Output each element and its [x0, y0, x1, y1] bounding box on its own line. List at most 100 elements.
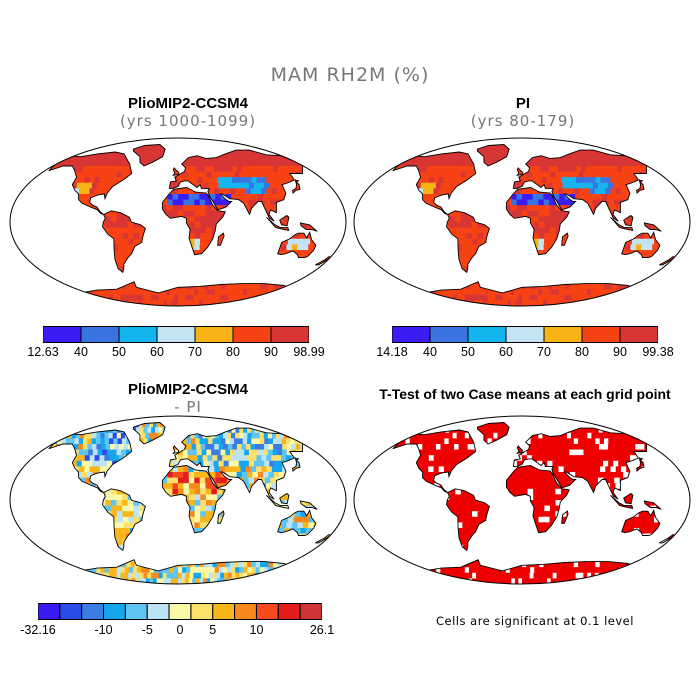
colorbar-tick-label: 70 — [537, 345, 551, 359]
colorbar-tick-label: 12.63 — [27, 345, 59, 359]
colorbar-tick-label: 80 — [575, 345, 589, 359]
colorbar-tick-label: -32.16 — [20, 623, 56, 637]
coastline-newguinea — [299, 222, 318, 232]
coastline-madagascar — [561, 510, 569, 524]
map-border — [353, 137, 691, 307]
colorbar-box — [619, 326, 658, 343]
coastline-uk — [516, 445, 524, 454]
colorbar-box — [234, 603, 257, 620]
colorbar-box — [277, 603, 301, 620]
colorbar-box — [156, 326, 196, 343]
panel-title-top-right: PI — [515, 95, 531, 112]
colorbar-box — [232, 326, 272, 343]
colorbar-tick-label: 40 — [423, 345, 437, 359]
coastline-borneo — [623, 214, 634, 227]
colorbar-box — [581, 326, 621, 343]
coastline-namerica — [392, 429, 477, 493]
colorbar-tick-label: 26.1 — [309, 623, 335, 637]
map-bottom-right — [353, 415, 691, 585]
coastline-namerica — [48, 151, 133, 215]
coastline-greenland — [132, 422, 166, 445]
coastline-indonesia — [610, 494, 634, 509]
colorbar-box — [299, 603, 322, 620]
colorbar-tick-label: 70 — [188, 345, 202, 359]
colorbar-tick-label: 5 — [209, 623, 217, 637]
coastline-greenland — [132, 144, 166, 167]
colorbar-bottom-left — [38, 603, 322, 620]
coastline-eurasia — [168, 427, 311, 500]
map-border — [353, 415, 691, 585]
coastline-uk — [516, 167, 524, 176]
coastline-japan — [292, 457, 301, 473]
colorbar-box — [429, 326, 469, 343]
colorbar-tick-label: 60 — [499, 345, 513, 359]
colorbar-labels-bottom-left: -32.16 -10 -5 0 5 10 26.1 — [20, 623, 334, 639]
coastline-australia — [621, 231, 661, 258]
coastline-africa — [505, 187, 570, 256]
colorbar-box — [38, 603, 61, 620]
coastline-eurasia — [512, 149, 655, 222]
panel-title-bottom-right: T-Test of two Case means at each grid po… — [379, 386, 671, 402]
colorbar-box — [81, 603, 105, 620]
colorbar-box — [194, 326, 234, 343]
coastline-greenland — [476, 422, 510, 445]
coastline-japan — [636, 179, 645, 195]
colorbar-box — [190, 603, 214, 620]
map-border — [9, 137, 347, 307]
colorbar-tick-label: 98.99 — [293, 345, 325, 359]
coastline-newguinea — [643, 222, 662, 232]
map-bottom-left — [9, 415, 347, 585]
colorbar-tick-label: 80 — [226, 345, 240, 359]
coastline-samerica — [102, 210, 146, 274]
colorbar-labels-top-left: 12.63 40 50 60 70 80 90 98.99 — [27, 345, 324, 361]
coastline-newguinea — [299, 500, 318, 510]
significance-note: Cells are significant at 0.1 level — [436, 614, 634, 628]
coastline-madagascar — [561, 232, 569, 246]
map-border — [9, 415, 347, 585]
colorbar-box — [168, 603, 192, 620]
colorbar-tick-label: 14.18 — [376, 345, 408, 359]
panel-subtitle-top-left: (yrs 1000-1099) — [119, 112, 257, 130]
colorbar-box — [118, 326, 158, 343]
coastline-uk — [172, 445, 180, 454]
colorbar-tick-label: -5 — [141, 623, 153, 637]
colorbar-box — [467, 326, 507, 343]
coastline-samerica — [102, 488, 146, 552]
coastline-indonesia — [266, 494, 290, 509]
colorbar-top-left — [43, 326, 309, 343]
coastline-samerica — [446, 488, 490, 552]
colorbar-box — [270, 326, 309, 343]
coastline-australia — [277, 231, 317, 258]
colorbar-tick-label: 50 — [112, 345, 126, 359]
coastline-namerica — [48, 429, 133, 493]
colorbar-box — [543, 326, 583, 343]
colorbar-box — [80, 326, 120, 343]
coastline-borneo — [279, 214, 290, 227]
coastline-samerica — [446, 210, 490, 274]
coastline-namerica — [392, 151, 477, 215]
coastline-japan — [636, 457, 645, 473]
coastline-newguinea — [643, 500, 662, 510]
colorbar-tick-label: 50 — [461, 345, 475, 359]
panel-title-top-left: PlioMIP2-CCSM4 — [127, 95, 248, 112]
colorbar-box — [59, 603, 83, 620]
coastline-madagascar — [217, 232, 225, 246]
coastline-uk — [172, 167, 180, 176]
colorbar-tick-label: 60 — [150, 345, 164, 359]
colorbar-top-right — [392, 326, 658, 343]
colorbar-tick-label: -10 — [94, 623, 113, 637]
coastline-africa — [161, 187, 226, 256]
coastline-australia — [621, 509, 661, 536]
coastline-borneo — [623, 492, 634, 505]
coastline-indonesia — [610, 216, 634, 231]
coastline-africa — [161, 465, 226, 534]
coastline-africa — [505, 465, 570, 534]
colorbar-box — [505, 326, 545, 343]
colorbar-box — [146, 603, 170, 620]
colorbar-tick-label: 0 — [176, 623, 184, 637]
colorbar-tick-label: 10 — [249, 623, 264, 637]
panel-title-bottom-left: PlioMIP2-CCSM4 — [127, 381, 248, 398]
colorbar-tick-label: 90 — [613, 345, 627, 359]
map-top-right — [353, 137, 691, 307]
coastline-eurasia — [512, 427, 655, 500]
